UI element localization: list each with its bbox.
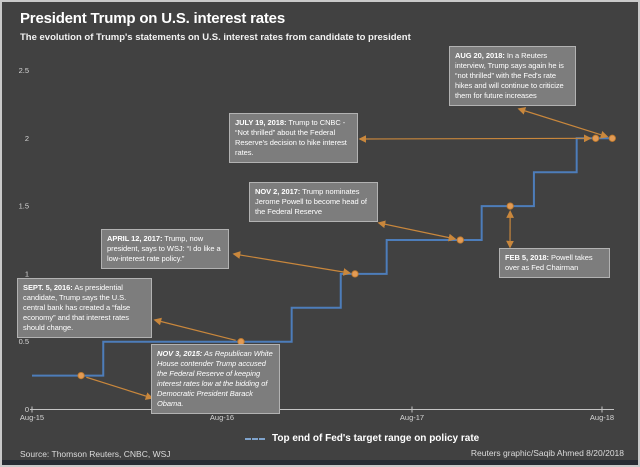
annotation-sept5-2016: SEPT. 5, 2016: As presidential candidate… (17, 278, 152, 339)
x-tick-label: Aug-17 (399, 413, 425, 422)
annotation-arrow (377, 220, 457, 242)
annotation-date: SEPT. 5, 2016: (23, 283, 73, 292)
annotation-july19-2018: JULY 19, 2018: Trump to CNBC - “Not thri… (229, 113, 358, 164)
annotation-date: JULY 19, 2018: (235, 118, 287, 127)
legend-label: Top end of Fed's target range on policy … (272, 433, 480, 444)
event-dot (608, 134, 616, 142)
event-dot (456, 236, 464, 244)
annotation-april12-2017: APRIL 12, 2017: Trump, now president, sa… (101, 229, 229, 270)
page-subtitle: The evolution of Trump's statements on U… (20, 32, 411, 43)
credit-note: Reuters graphic/Saqib Ahmed 8/20/2018 (470, 448, 624, 458)
annotation-date: NOV 3, 2015: (157, 349, 203, 358)
legend: Top end of Fed's target range on policy … (245, 433, 479, 444)
event-dot (592, 134, 600, 142)
annotation-arrow (232, 251, 352, 276)
bottom-strip (2, 460, 638, 465)
annotation-arrow (86, 376, 154, 400)
event-dot (506, 202, 514, 210)
annotation-date: APRIL 12, 2017: (107, 234, 163, 243)
annotation-text: In a Reuters interview, Trump says again… (455, 51, 564, 101)
page-title: President Trump on U.S. interest rates (20, 10, 285, 27)
y-tick-label: 2.5 (19, 66, 29, 75)
annotation-date: AUG 20, 2018: (455, 51, 505, 60)
legend-line-swatch (245, 437, 265, 440)
annotation-arrow (517, 107, 609, 139)
annotation-nov2-2017: NOV 2, 2017: Trump nominates Jerome Powe… (249, 182, 378, 223)
source-note: Source: Thomson Reuters, CNBC, WSJ (20, 449, 171, 459)
annotation-date: FEB 5, 2018: (505, 253, 550, 262)
x-tick-label: Aug-15 (19, 413, 45, 422)
x-tick-label: Aug-16 (209, 413, 235, 422)
y-tick-label: 1.5 (19, 202, 29, 211)
annotation-arrow (358, 134, 592, 143)
annotation-nov3-2015: NOV 3, 2015: As Republican White House c… (151, 344, 280, 415)
annotation-date: NOV 2, 2017: (255, 187, 301, 196)
annotation-arrow (153, 317, 236, 341)
y-tick-label: 0.5 (19, 337, 29, 346)
annotation-feb5-2018: FEB 5, 2018: Powell takes over as Fed Ch… (499, 248, 610, 279)
event-dot (77, 371, 85, 380)
annotation-aug20-2018: AUG 20, 2018: In a Reuters interview, Tr… (449, 46, 576, 107)
x-tick-label: Aug-18 (589, 413, 615, 422)
event-dot (351, 270, 359, 278)
y-tick-label: 2 (25, 134, 29, 143)
